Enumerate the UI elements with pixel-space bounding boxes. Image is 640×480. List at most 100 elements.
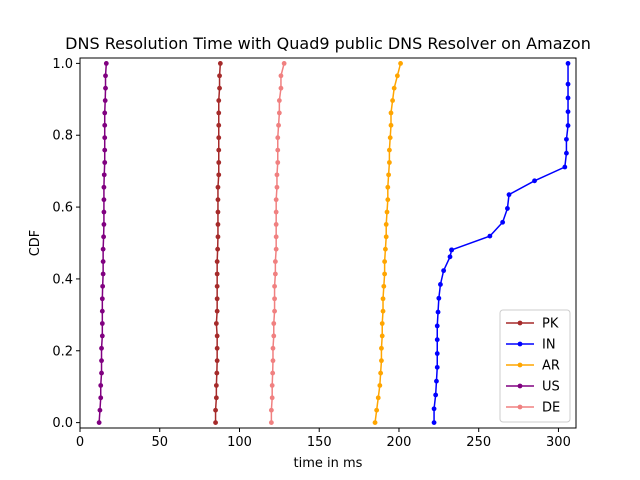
data-point: [216, 172, 222, 178]
data-point: [214, 271, 220, 277]
data-point: [213, 395, 219, 401]
data-point: [273, 209, 279, 215]
data-point: [384, 209, 390, 215]
data-point: [565, 123, 571, 128]
y-axis-label: CDF: [28, 230, 43, 257]
legend-label: US: [542, 380, 560, 395]
data-point: [375, 395, 381, 401]
x-tick-label: 300: [546, 435, 571, 450]
data-point: [564, 150, 569, 156]
data-point: [273, 197, 279, 203]
data-point: [391, 85, 397, 91]
data-point: [436, 295, 442, 301]
data-point: [565, 60, 571, 66]
data-point: [215, 197, 221, 203]
data-point: [214, 333, 220, 339]
data-point: [506, 192, 512, 198]
data-point: [275, 135, 281, 141]
legend-marker: [517, 320, 523, 326]
data-point: [214, 308, 220, 314]
data-point: [99, 308, 105, 314]
data-point: [213, 407, 218, 413]
data-point: [449, 247, 455, 253]
data-point: [276, 98, 282, 103]
data-point: [487, 233, 493, 239]
data-point: [270, 370, 276, 376]
series-us: [96, 60, 109, 426]
x-tick-label: 100: [227, 435, 252, 450]
y-tick-label: 0.4: [52, 272, 73, 287]
data-point: [385, 197, 391, 203]
data-point: [102, 122, 108, 128]
data-point: [447, 254, 453, 260]
legend-label: IN: [542, 338, 556, 353]
series-ar: [372, 60, 403, 426]
data-point: [99, 370, 104, 376]
y-tick-label: 1.0: [52, 57, 73, 72]
data-point: [215, 222, 221, 227]
legend-marker: [517, 383, 523, 389]
data-point: [273, 222, 279, 227]
data-point: [565, 109, 571, 115]
data-point: [213, 420, 218, 426]
data-point: [387, 147, 392, 153]
data-point: [434, 351, 440, 356]
data-point: [438, 282, 443, 287]
data-point: [216, 160, 222, 165]
legend-box: [499, 309, 571, 423]
data-point: [103, 73, 108, 79]
data-point: [431, 406, 437, 412]
y-tick-label: 0.8: [52, 129, 73, 144]
legend-item-pk: PK: [506, 317, 559, 332]
data-point: [213, 321, 219, 326]
data-point: [216, 122, 222, 128]
data-point: [215, 209, 221, 215]
data-point: [281, 60, 287, 66]
plot-frame: [79, 57, 577, 429]
data-point: [103, 60, 109, 66]
data-point: [381, 283, 387, 289]
data-point: [269, 383, 275, 388]
data-point: [101, 197, 107, 203]
data-point: [374, 407, 380, 413]
legend-label: PK: [542, 317, 559, 332]
data-point: [268, 420, 274, 426]
data-point: [382, 271, 388, 277]
chart-title: DNS Resolution Time with Quad9 public DN…: [65, 34, 591, 53]
data-point: [273, 246, 279, 252]
data-point: [385, 184, 391, 190]
data-point: [100, 259, 106, 264]
data-point: [102, 160, 108, 165]
data-point: [217, 85, 222, 91]
series-pk: [213, 60, 223, 426]
data-point: [278, 73, 284, 79]
data-point: [96, 420, 102, 426]
data-point: [102, 147, 108, 153]
data-point: [434, 337, 440, 343]
x-axis-label: time in ms: [294, 456, 363, 471]
legend-marker: [517, 341, 523, 347]
data-point: [214, 345, 220, 351]
y-tick-label: 0.6: [52, 201, 73, 216]
data-point: [434, 364, 440, 370]
data-point: [213, 383, 219, 388]
data-point: [99, 321, 105, 326]
data-point: [272, 283, 277, 289]
data-point: [268, 407, 274, 413]
data-point: [99, 296, 105, 302]
data-point: [99, 358, 104, 364]
data-point: [388, 122, 394, 128]
legend-item-ar: AR: [506, 359, 560, 374]
data-point: [272, 296, 277, 302]
data-point: [215, 246, 221, 252]
data-point: [383, 246, 388, 252]
data-point: [214, 283, 220, 289]
y-tick-label: 0.2: [52, 344, 73, 359]
legend-item-de: DE: [506, 401, 560, 416]
legend-item-in: IN: [506, 338, 556, 353]
data-point: [216, 98, 222, 103]
data-point: [274, 172, 280, 178]
x-tick-label: 200: [387, 435, 412, 450]
data-point: [441, 268, 447, 274]
